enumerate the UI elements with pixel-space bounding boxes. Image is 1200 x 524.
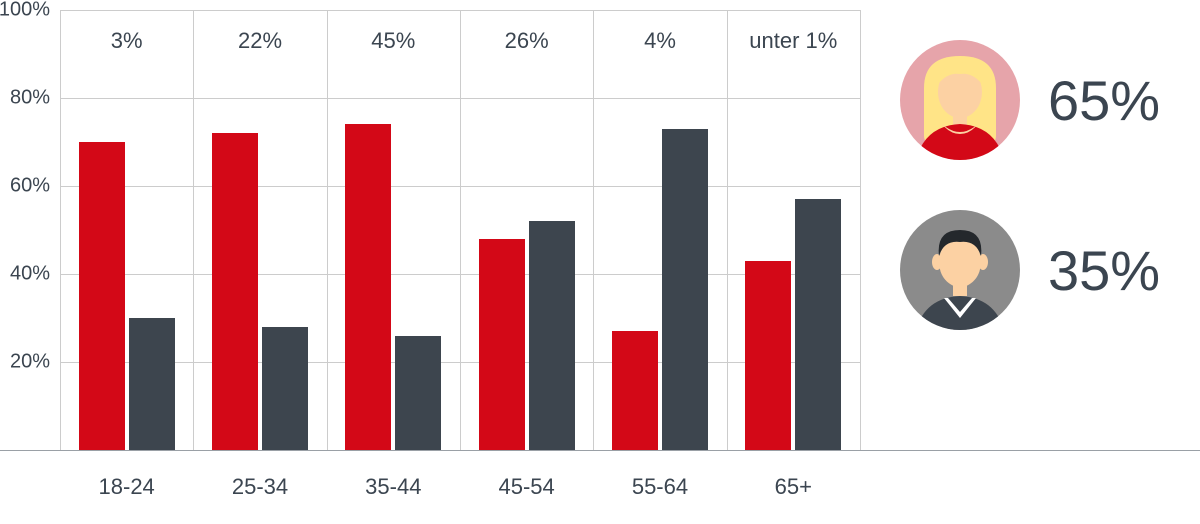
bar-female: [612, 331, 658, 450]
group-share-label: unter 1%: [727, 28, 860, 54]
x-tick-label: 18-24: [60, 450, 193, 500]
female-avatar-icon: [900, 40, 1020, 160]
plot-area: 20%40%60%80%100%3%18-2422%25-3445%35-442…: [60, 10, 861, 450]
y-tick-label: 60%: [10, 175, 60, 198]
x-tick-label: 65+: [727, 450, 860, 500]
x-tick-label: 25-34: [193, 450, 326, 500]
y-tick-label: 100%: [0, 0, 60, 22]
age-gender-bar-chart: 20%40%60%80%100%3%18-2422%25-3445%35-442…: [60, 10, 860, 450]
bar-female: [345, 124, 391, 450]
bar-female: [479, 239, 525, 450]
bar-group: 45%35-44: [327, 10, 460, 450]
female-summary-row: 65%: [900, 40, 1180, 160]
bar-male: [395, 336, 441, 450]
y-tick-label: 20%: [10, 351, 60, 374]
bar-group: unter 1%65+: [727, 10, 860, 450]
group-share-label: 45%: [327, 28, 460, 54]
bar-male: [529, 221, 575, 450]
bar-male: [262, 327, 308, 450]
x-tick-label: 35-44: [327, 450, 460, 500]
group-share-label: 26%: [460, 28, 593, 54]
x-tick-label: 55-64: [593, 450, 726, 500]
gender-summary: 65%: [900, 40, 1180, 380]
bar-male: [795, 199, 841, 450]
male-avatar-icon: [900, 210, 1020, 330]
group-share-label: 22%: [193, 28, 326, 54]
group-share-label: 4%: [593, 28, 726, 54]
bar-group: 4%55-64: [593, 10, 726, 450]
bar-group: 22%25-34: [193, 10, 326, 450]
bar-male: [662, 129, 708, 450]
bar-male: [129, 318, 175, 450]
group-share-label: 3%: [60, 28, 193, 54]
bar-female: [212, 133, 258, 450]
female-percent: 65%: [1048, 68, 1160, 133]
bar-group: 26%45-54: [460, 10, 593, 450]
male-percent: 35%: [1048, 238, 1160, 303]
male-summary-row: 35%: [900, 210, 1180, 330]
y-tick-label: 80%: [10, 87, 60, 110]
y-tick-label: 40%: [10, 263, 60, 286]
bar-female: [745, 261, 791, 450]
bar-group: 3%18-24: [60, 10, 193, 450]
bar-female: [79, 142, 125, 450]
x-tick-label: 45-54: [460, 450, 593, 500]
